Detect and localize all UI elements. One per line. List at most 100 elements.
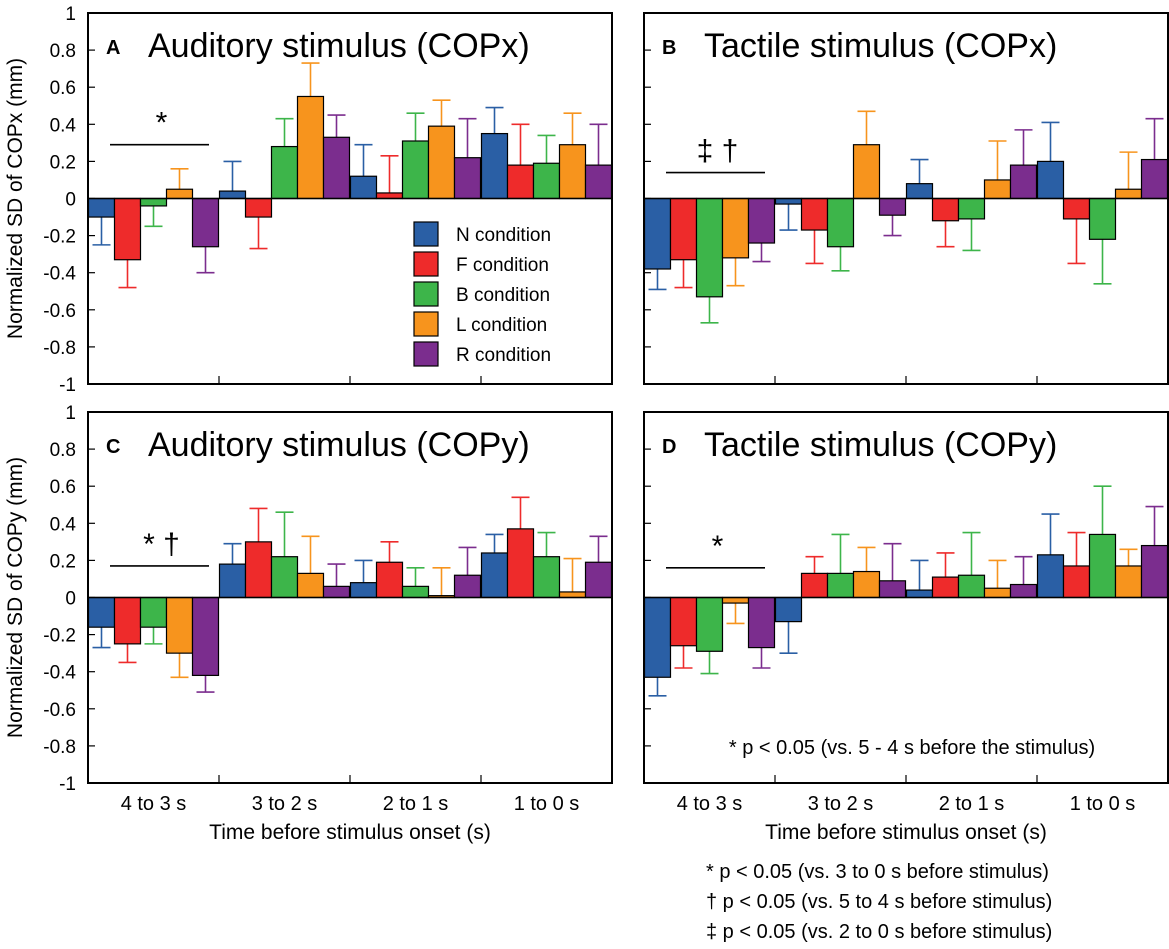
- bar-n-2: [218, 563, 247, 599]
- legend-label: N condition: [456, 225, 551, 246]
- bar-r-4: [584, 164, 613, 200]
- bar-r-2: [322, 136, 351, 200]
- bar-r-1: [191, 596, 220, 677]
- bar-l-4: [1114, 565, 1143, 599]
- panel-letter: A: [106, 37, 120, 59]
- bar-r-1: [191, 197, 220, 248]
- plot-frame: [643, 12, 1169, 385]
- bar-r-4: [1140, 158, 1169, 200]
- bar-f-1: [669, 197, 698, 261]
- y-tick-label: 0: [65, 190, 76, 211]
- y-tick-label: -0.8: [43, 338, 76, 359]
- panel-title: Tactile stimulus (COPy): [704, 426, 1057, 464]
- panel-letter: D: [662, 436, 676, 458]
- significance-marker: *: [712, 530, 724, 563]
- bar-l-1: [721, 197, 750, 259]
- bar-f-2: [800, 197, 829, 231]
- bar-b-4: [532, 556, 561, 599]
- legend: N condition F condition B condition L condi…: [413, 221, 551, 367]
- x-tick-label: 4 to 3 s: [677, 793, 743, 815]
- legend-label: L condition: [456, 315, 547, 336]
- footnote: * p < 0.05 (vs. 3 to 0 s before stimulus…: [706, 861, 1049, 883]
- legend-swatch-f: [413, 251, 439, 277]
- y-tick-label: 0: [65, 589, 76, 610]
- panel-a: 1 0.8 0.6 0.4 0.2 0 -0.2 -0.4 -0.6 -0.8 -1 A Auditor…: [4, 4, 613, 396]
- bar-l-2: [852, 144, 881, 200]
- y-tick-label: -0.4: [43, 663, 76, 684]
- bar-n-4: [480, 552, 509, 599]
- bar-b-4: [1088, 197, 1117, 240]
- y-tick-label: 1: [65, 4, 76, 25]
- legend-label: R condition: [456, 345, 551, 366]
- bar-b-4: [532, 162, 561, 200]
- bar-f-4: [1062, 565, 1091, 599]
- y-tick-label: -1: [59, 774, 76, 795]
- bar-f-4: [1062, 197, 1091, 220]
- bar-r-2: [878, 580, 907, 599]
- bar-b-1: [695, 596, 724, 652]
- panel-title: Auditory stimulus (COPx): [148, 27, 530, 65]
- bar-b-1: [139, 197, 168, 207]
- y-tick-label: -0.8: [43, 737, 76, 758]
- bar-r-4: [1140, 544, 1169, 599]
- legend-swatch-n: [413, 221, 439, 247]
- x-tick-label: 1 to 0 s: [1070, 793, 1136, 815]
- bar-f-1: [669, 596, 698, 647]
- bar-b-2: [826, 572, 855, 599]
- bar-r-3: [1009, 164, 1038, 200]
- bar-r-4: [584, 561, 613, 599]
- bar-f-2: [244, 197, 273, 218]
- panel-letter: C: [106, 436, 120, 458]
- bar-l-2: [296, 572, 325, 599]
- panel-d: 4 to 3 s 3 to 2 s 2 to 1 s 1 to 0 s D Tactile…: [643, 411, 1169, 844]
- x-tick-label: 2 to 1 s: [383, 793, 449, 815]
- panel-title: Auditory stimulus (COPy): [148, 426, 530, 464]
- bar-r-2: [878, 197, 907, 216]
- bar-n-1: [87, 596, 116, 628]
- bar-l-3: [983, 179, 1012, 200]
- panel-letter: B: [662, 37, 676, 59]
- footnote: ‡ p < 0.05 (vs. 2 to 0 s before stimulus…: [706, 921, 1052, 943]
- bar-n-1: [87, 197, 116, 218]
- bar-n-1: [643, 596, 672, 678]
- bar-n-2: [218, 190, 247, 200]
- y-tick-label: -0.2: [43, 626, 76, 647]
- x-axis-label: Time before stimulus onset (s): [209, 821, 491, 844]
- plot-frame: [87, 12, 613, 385]
- significance-marker: ‡ †: [697, 135, 739, 168]
- panel-b: B Tactile stimulus (COPx) ‡ †: [643, 12, 1169, 385]
- y-axis-label: Normalized SD of COPx (mm): [4, 58, 27, 339]
- bar-f-4: [506, 164, 535, 200]
- bar-f-3: [931, 576, 960, 599]
- bar-l-3: [427, 125, 456, 200]
- bar-n-2: [774, 197, 803, 205]
- y-tick-label: 0.8: [50, 440, 76, 461]
- legend-swatch-l: [413, 311, 439, 337]
- x-axis-label: Time before stimulus onset (s): [765, 821, 1047, 844]
- plot-frame: [87, 411, 613, 784]
- bar-n-4: [1036, 554, 1065, 599]
- y-tick-label: 0.8: [50, 41, 76, 62]
- legend-swatch-b: [413, 281, 439, 307]
- bar-f-3: [931, 197, 960, 222]
- bar-b-2: [270, 145, 299, 200]
- bar-b-2: [826, 197, 855, 248]
- bar-f-4: [506, 528, 535, 599]
- bar-f-2: [244, 541, 273, 599]
- bar-n-4: [1036, 160, 1065, 200]
- bar-f-1: [113, 197, 142, 261]
- bar-f-3: [375, 561, 404, 599]
- x-tick-label: 3 to 2 s: [808, 793, 874, 815]
- significance-marker: * †: [143, 528, 180, 561]
- bar-n-3: [349, 582, 378, 599]
- bar-r-3: [453, 157, 482, 200]
- legend-label: F condition: [456, 255, 549, 276]
- bar-l-1: [165, 596, 194, 654]
- y-tick-label: -0.4: [43, 264, 76, 285]
- y-tick-label: -0.2: [43, 227, 76, 248]
- y-tick-label: 0.6: [50, 477, 76, 498]
- bar-l-4: [558, 144, 587, 200]
- y-tick-label: 0.6: [50, 78, 76, 99]
- bar-b-3: [401, 585, 430, 599]
